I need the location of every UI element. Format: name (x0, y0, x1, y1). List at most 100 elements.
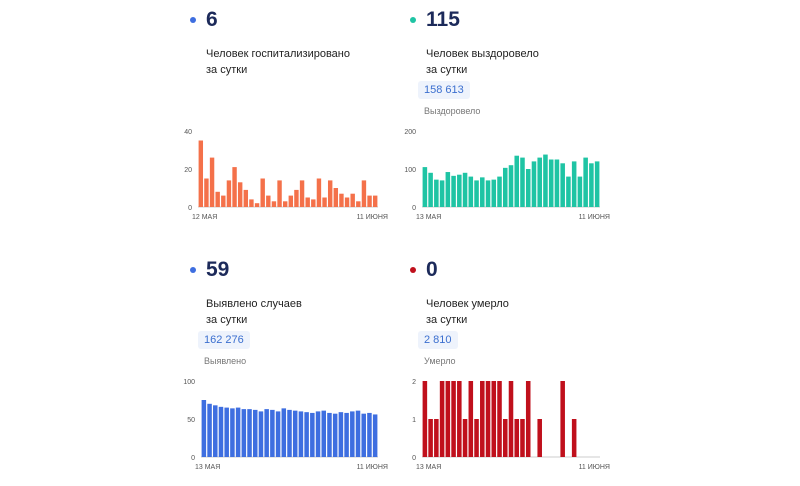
panel-deaths: 0 Человек умерло за сутки 2 810 Умерло (410, 256, 630, 486)
bar (332, 413, 338, 457)
bar (577, 176, 583, 207)
bar (485, 381, 491, 457)
bar (508, 165, 514, 207)
bar (254, 203, 260, 207)
bar (201, 400, 207, 457)
bar (422, 167, 428, 207)
y-tick-label: 0 (191, 455, 195, 462)
y-tick-label: 0 (412, 455, 416, 462)
total-value: 2 810 (418, 331, 458, 349)
bar (537, 419, 542, 457)
panel-cases: 59 Выявлено случаев за сутки 162 276 Выя… (190, 256, 410, 486)
panel-hospitalized: 6 Человек госпитализировано за сутки (190, 6, 410, 236)
y-tick-label: 0 (188, 205, 192, 212)
bar (322, 197, 327, 207)
bar (537, 157, 542, 207)
bar (316, 178, 322, 207)
y-tick-label: 0 (412, 205, 416, 212)
bar (502, 167, 508, 207)
bar (451, 381, 456, 457)
bar (298, 411, 304, 457)
x-start-label: 13 МАЯ (416, 464, 441, 471)
bar (372, 195, 378, 207)
bar (224, 407, 229, 457)
y-tick-label: 50 (187, 417, 195, 424)
bar (457, 381, 462, 457)
y-tick-label: 20 (184, 167, 192, 174)
bar (462, 172, 468, 207)
indicator-dot (190, 17, 196, 23)
bar (226, 180, 232, 207)
bar (508, 381, 514, 457)
bar (277, 180, 282, 207)
daily-value: 6 (206, 8, 218, 31)
bar (344, 197, 350, 207)
bar (525, 169, 531, 207)
bar (252, 409, 258, 457)
description: Человек госпитализировано за сутки (206, 46, 396, 78)
x-start-label: 12 МАЯ (192, 214, 217, 221)
bar (445, 381, 451, 457)
bar (288, 195, 294, 207)
bar (356, 201, 361, 207)
bar (439, 381, 445, 457)
bar (207, 403, 212, 457)
bar (275, 411, 281, 457)
description-line: за сутки (426, 314, 468, 326)
total-label: Умерло (424, 356, 456, 366)
bar (583, 157, 588, 207)
description-line: за сутки (206, 64, 248, 76)
daily-value: 0 (426, 258, 438, 281)
x-end-label: 11 ИЮНЯ (579, 214, 610, 221)
bar (260, 178, 265, 207)
description-line: Человек выздоровело (426, 48, 539, 60)
description: Выявлено случаев за сутки (206, 296, 396, 328)
bar (247, 409, 252, 457)
bar (462, 419, 468, 457)
bar (474, 180, 479, 207)
bar (264, 409, 269, 457)
daily-value: 59 (206, 258, 230, 281)
bar (428, 172, 433, 207)
bar (321, 410, 327, 457)
bar (287, 409, 292, 457)
bar (237, 182, 243, 207)
bar (281, 408, 287, 457)
description-line: за сутки (206, 314, 248, 326)
bar (548, 159, 554, 207)
indicator-dot (410, 267, 416, 273)
bar (198, 140, 204, 207)
x-end-label: 11 ИЮНЯ (579, 464, 610, 471)
bar (571, 161, 577, 207)
bar (235, 407, 241, 457)
total-label: Выздоровело (424, 106, 481, 116)
bar (434, 419, 439, 457)
bar (338, 412, 344, 457)
total-value: 162 276 (198, 331, 250, 349)
bar (589, 163, 594, 207)
total-value: 158 613 (418, 81, 470, 99)
bar (282, 201, 288, 207)
bar (339, 193, 344, 207)
bar (531, 161, 537, 207)
bar (271, 201, 277, 207)
panel-recovered: 115 Человек выздоровело за сутки 158 613… (410, 6, 630, 236)
bar (294, 189, 299, 207)
description-line: Человек госпитализировано (206, 48, 350, 60)
bar (520, 419, 525, 457)
description: Человек выздоровело за сутки (426, 46, 616, 78)
bar (468, 176, 474, 207)
daily-value: 115 (426, 8, 460, 31)
bar (485, 180, 491, 207)
bar (361, 413, 366, 457)
bar (213, 405, 218, 457)
bar (266, 195, 271, 207)
bar (232, 167, 237, 207)
bar (474, 419, 479, 457)
bar (292, 410, 298, 457)
bar (428, 419, 433, 457)
bar (241, 409, 247, 457)
y-tick-label: 200 (404, 129, 416, 136)
bar (310, 412, 315, 457)
description-line: Человек умерло (426, 298, 509, 310)
